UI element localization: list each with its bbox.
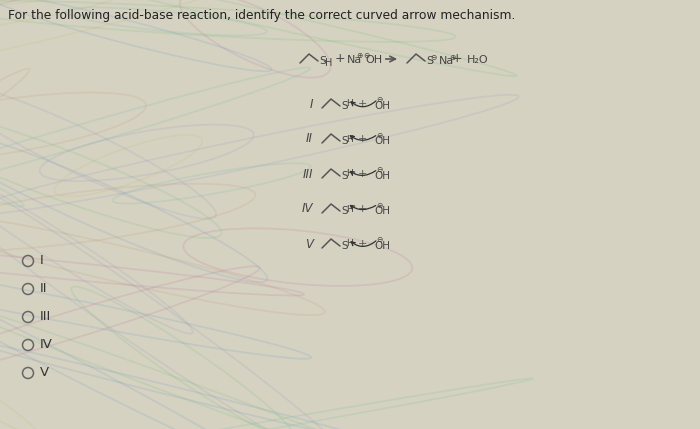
Text: S: S [319,56,326,66]
Text: ⊖: ⊖ [376,96,382,105]
Text: Na: Na [347,55,363,65]
Text: +: + [357,99,367,109]
Text: ⊖: ⊖ [363,51,370,60]
Text: ⊖: ⊖ [376,130,382,139]
Text: OH: OH [374,101,390,111]
Text: III: III [302,167,313,181]
Text: III: III [40,311,51,323]
Text: +: + [357,169,367,179]
Text: S: S [341,171,348,181]
Text: H₂O: H₂O [467,55,489,65]
Text: +: + [357,239,367,249]
Text: S: S [341,101,348,111]
Text: IV: IV [40,338,53,351]
Text: H: H [346,239,353,248]
FancyArrowPatch shape [350,136,376,140]
Text: H: H [325,58,332,68]
FancyArrowPatch shape [351,241,376,246]
FancyArrowPatch shape [351,101,376,107]
Text: V: V [305,238,313,251]
Text: For the following acid-base reaction, identify the correct curved arrow mechanis: For the following acid-base reaction, id… [8,9,515,22]
Text: S: S [341,206,348,216]
Text: ⊕: ⊕ [356,51,363,60]
Text: ⊖: ⊖ [376,166,382,175]
Text: H: H [346,169,353,178]
Text: +: + [452,52,462,66]
Text: OH: OH [374,241,390,251]
Text: ⊖: ⊖ [376,200,382,209]
Text: II: II [40,283,48,296]
Text: +: + [357,204,367,214]
Text: OH: OH [374,171,390,181]
Text: S: S [426,56,433,66]
Text: OH: OH [365,55,382,65]
Text: H: H [346,205,353,214]
Text: I: I [40,254,43,268]
Text: Na: Na [439,56,454,66]
Text: V: V [40,366,49,380]
Text: +: + [357,134,367,144]
Text: +: + [335,52,345,66]
Text: S: S [341,241,348,251]
Text: II: II [306,133,313,145]
Text: ⊖: ⊖ [430,52,436,61]
Text: ⊕: ⊕ [449,52,456,61]
Text: S: S [341,136,348,146]
Text: H: H [346,135,353,143]
FancyArrowPatch shape [351,205,376,210]
Text: H: H [346,100,353,109]
Text: I: I [309,97,313,111]
FancyArrowPatch shape [351,171,376,175]
Text: ⊖: ⊖ [376,236,382,245]
Text: OH: OH [374,206,390,216]
Text: OH: OH [374,136,390,146]
Text: IV: IV [302,202,313,215]
